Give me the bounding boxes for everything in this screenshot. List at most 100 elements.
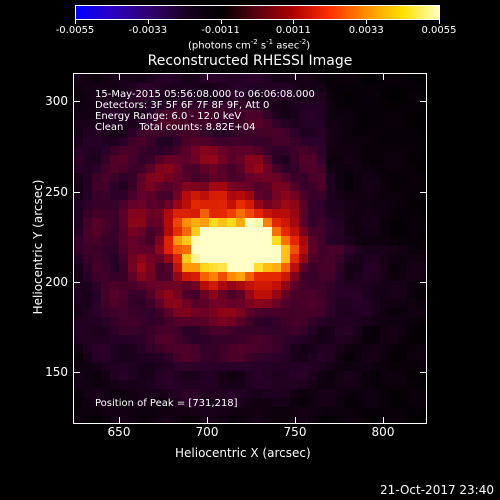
heatmap-cell	[380, 74, 390, 84]
heatmap-cell	[326, 371, 336, 381]
heatmap-cell	[182, 191, 192, 201]
heatmap-cell	[344, 101, 354, 111]
heatmap-cell	[371, 353, 381, 363]
heatmap-cell	[317, 344, 327, 354]
heatmap-cell	[137, 173, 147, 183]
heatmap-cell	[227, 290, 237, 300]
heatmap-cell	[317, 227, 327, 237]
heatmap-cell	[110, 281, 120, 291]
heatmap-cell	[416, 155, 426, 165]
heatmap-cell	[425, 83, 426, 93]
heatmap-cell	[308, 371, 318, 381]
heatmap-cell	[263, 371, 273, 381]
heatmap-cell	[290, 308, 300, 318]
heatmap-cell	[335, 83, 345, 93]
heatmap-cell	[389, 74, 399, 84]
heatmap-cell	[245, 182, 255, 192]
heatmap-cell	[398, 164, 408, 174]
heatmap-cell	[218, 155, 228, 165]
heatmap-cell	[344, 182, 354, 192]
heatmap-cell	[254, 164, 264, 174]
heatmap-cell	[164, 281, 174, 291]
heatmap-cell	[191, 182, 201, 192]
heatmap-cell	[308, 173, 318, 183]
heatmap-cell	[272, 353, 282, 363]
heatmap-cell	[245, 74, 255, 84]
heatmap-cell	[110, 290, 120, 300]
heatmap-cell	[371, 227, 381, 237]
axis-tick-mark	[383, 417, 384, 423]
heatmap-cell	[398, 245, 408, 255]
heatmap-cell	[308, 236, 318, 246]
heatmap-cell	[407, 407, 417, 417]
heatmap-cell	[344, 362, 354, 372]
heatmap-cell	[110, 416, 120, 423]
heatmap-cell	[362, 254, 372, 264]
heatmap-cell	[128, 128, 138, 138]
heatmap-cell	[236, 74, 246, 84]
heatmap-cell	[209, 389, 219, 399]
heatmap-cell	[164, 155, 174, 165]
heatmap-cell	[371, 173, 381, 183]
heatmap-cell	[407, 74, 417, 84]
heatmap-cell	[353, 299, 363, 309]
heatmap-cell	[164, 308, 174, 318]
heatmap-cell	[200, 380, 210, 390]
heatmap-cell	[380, 209, 390, 219]
heatmap-cell	[74, 317, 84, 327]
heatmap-cell	[335, 236, 345, 246]
heatmap-cell	[227, 272, 237, 282]
heatmap-cell	[155, 326, 165, 336]
heatmap-cell	[155, 173, 165, 183]
heatmap-cell	[254, 182, 264, 192]
heatmap-cell	[137, 272, 147, 282]
heatmap-cell	[362, 353, 372, 363]
energy-range-text: Energy Range: 6.0 - 12.0 keV	[95, 111, 242, 122]
heatmap-cell	[362, 92, 372, 102]
heatmap-cell	[236, 164, 246, 174]
heatmap-cell	[209, 335, 219, 345]
heatmap-cell	[335, 92, 345, 102]
heatmap-cell	[272, 371, 282, 381]
heatmap-cell	[218, 326, 228, 336]
heatmap-cell	[92, 110, 102, 120]
heatmap-cell	[425, 380, 426, 390]
heatmap-cell	[308, 389, 318, 399]
heatmap-cell	[137, 398, 147, 408]
heatmap-cell	[317, 380, 327, 390]
heatmap-cell	[335, 371, 345, 381]
heatmap-cell	[263, 362, 273, 372]
heatmap-cell	[425, 173, 426, 183]
heatmap-cell	[119, 407, 129, 417]
heatmap-cell	[344, 308, 354, 318]
heatmap-cell	[407, 92, 417, 102]
heatmap-cell	[299, 164, 309, 174]
heatmap-cell	[299, 74, 309, 84]
heatmap-cell	[119, 83, 129, 93]
heatmap-cell	[119, 272, 129, 282]
heatmap-cell	[344, 119, 354, 129]
heatmap-cell	[110, 92, 120, 102]
heatmap-cell	[335, 281, 345, 291]
heatmap-cell	[182, 380, 192, 390]
heatmap-cell	[146, 380, 156, 390]
heatmap-cell	[218, 83, 228, 93]
heatmap-cell	[398, 83, 408, 93]
heatmap-cell	[191, 245, 201, 255]
heatmap-cell	[299, 218, 309, 228]
heatmap-cell	[101, 92, 111, 102]
heatmap-cell	[371, 380, 381, 390]
heatmap-cell	[218, 416, 228, 423]
heatmap-cell	[245, 326, 255, 336]
heatmap-cell	[281, 236, 291, 246]
heatmap-cell	[236, 236, 246, 246]
heatmap-cell	[263, 272, 273, 282]
heatmap-cell	[281, 380, 291, 390]
heatmap-cell	[200, 164, 210, 174]
heatmap-cell	[362, 173, 372, 183]
heatmap-cell	[119, 326, 129, 336]
heatmap-cell	[290, 380, 300, 390]
heatmap-cell	[128, 191, 138, 201]
heatmap-cell	[326, 119, 336, 129]
colorbar-tick	[439, 20, 440, 24]
